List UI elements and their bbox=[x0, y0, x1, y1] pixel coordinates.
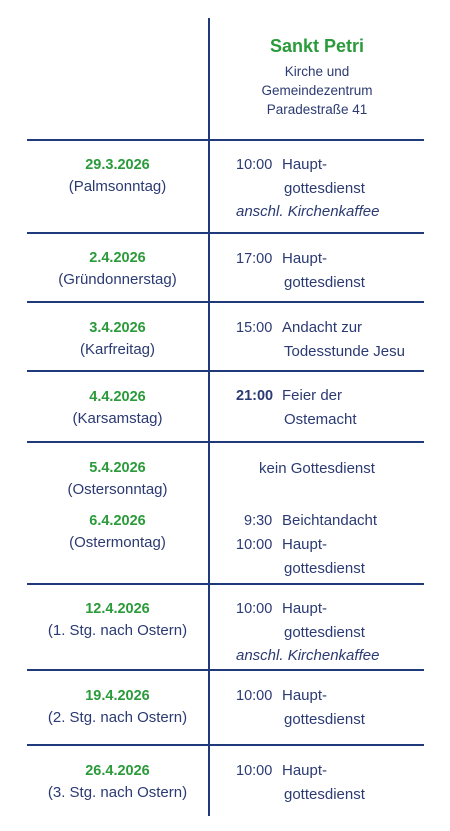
service-date: 2.4.2026 bbox=[89, 250, 146, 266]
service-cell: 17:00 Haupt- gottesdienst bbox=[236, 247, 426, 294]
date-cell: 29.3.2026 (Palmsonntag) bbox=[27, 155, 208, 197]
service-title: Haupt- bbox=[282, 762, 328, 779]
service-date: 26.4.2026 bbox=[85, 763, 150, 779]
service-title-cont: gottesdienst bbox=[284, 274, 365, 291]
service-time: 9:30 bbox=[244, 513, 273, 529]
service-time: 10:00 bbox=[236, 601, 273, 617]
service-title-cont: Todesstunde Jesu bbox=[284, 343, 405, 360]
row-divider bbox=[27, 583, 424, 585]
service-time: 15:00 bbox=[236, 320, 273, 336]
service-title: Haupt- bbox=[282, 600, 328, 617]
row-divider bbox=[27, 669, 424, 671]
service-day: (Ostermontag) bbox=[69, 534, 166, 551]
service-day: (Ostersonntag) bbox=[67, 481, 168, 498]
service-cell: 21:00 Feier der Ostemacht bbox=[236, 384, 426, 431]
service-date: 6.4.2026 bbox=[89, 513, 146, 529]
church-address: Paradestraße 41 bbox=[266, 102, 368, 117]
service-title: Haupt- bbox=[282, 156, 328, 173]
row-divider bbox=[27, 301, 424, 303]
service-title: Haupt- bbox=[282, 250, 328, 267]
service-day: (Karfreitag) bbox=[79, 341, 156, 358]
service-time: 10:00 bbox=[236, 157, 273, 173]
service-title-cont: gottesdienst bbox=[284, 180, 365, 197]
service-cell: 10:00 Haupt- gottesdienst anschl. Kirchen… bbox=[236, 153, 426, 223]
service-title: Feier der bbox=[282, 387, 343, 404]
date-cell: 3.4.2026 (Karfreitag) bbox=[27, 318, 208, 360]
row-divider bbox=[27, 370, 424, 372]
service-cell: 10:00 Haupt- gottesdienst bbox=[236, 759, 426, 806]
service-title: Haupt- bbox=[282, 687, 328, 704]
service-cell: 10:00 Haupt- gottesdienst anschl. Kirchen… bbox=[236, 597, 426, 667]
row-divider bbox=[27, 139, 424, 141]
service-title: Beichtandacht bbox=[282, 512, 378, 529]
service-title: Andacht zur bbox=[282, 319, 363, 336]
date-cell: 5.4.2026 (Ostersonntag) bbox=[27, 458, 208, 500]
service-time: 17:00 bbox=[236, 251, 273, 267]
service-time: 10:00 bbox=[236, 763, 273, 779]
row-divider bbox=[27, 441, 424, 443]
service-day: (Gründonnerstag) bbox=[58, 271, 177, 288]
service-date: 5.4.2026 bbox=[89, 460, 146, 476]
service-title: kein Gottesdienst bbox=[259, 460, 375, 477]
service-title: Haupt- bbox=[282, 536, 328, 553]
service-title-cont: gottesdienst bbox=[284, 560, 365, 577]
row-divider bbox=[27, 744, 424, 746]
service-cell: 10:00 Haupt- gottesdienst bbox=[236, 684, 426, 731]
service-time: 10:00 bbox=[236, 537, 273, 553]
date-cell: 26.4.2026 (3. Stg. nach Ostern) bbox=[27, 761, 208, 803]
date-cell: 2.4.2026 (Gründonnerstag) bbox=[27, 248, 208, 290]
church-name: Sankt Petri bbox=[269, 36, 365, 56]
service-cell: kein Gottesdienst bbox=[210, 457, 424, 480]
date-cell: 19.4.2026 (2. Stg. nach Ostern) bbox=[27, 686, 208, 728]
service-note: anschl. Kirchenkaffee bbox=[236, 203, 380, 220]
service-day: (3. Stg. nach Ostern) bbox=[47, 784, 188, 801]
church-header: Sankt Petri Kirche und Gemeindezentrum P… bbox=[210, 34, 424, 119]
service-cell: 15:00 Andacht zur Todesstunde Jesu bbox=[236, 316, 426, 363]
date-cell: 4.4.2026 (Karsamstag) bbox=[27, 387, 208, 429]
service-title-cont: Ostemacht bbox=[284, 411, 357, 428]
church-subtitle-2: Gemeindezentrum bbox=[261, 83, 373, 98]
row-divider bbox=[27, 232, 424, 234]
service-note: anschl. Kirchenkaffee bbox=[236, 647, 380, 664]
service-time: 10:00 bbox=[236, 688, 273, 704]
service-day: (Palmsonntag) bbox=[68, 178, 167, 195]
service-date: 19.4.2026 bbox=[85, 688, 150, 704]
column-divider bbox=[208, 18, 210, 816]
service-day: (1. Stg. nach Ostern) bbox=[47, 622, 188, 639]
service-date: 3.4.2026 bbox=[89, 320, 146, 336]
service-time: 21:00 bbox=[236, 388, 274, 404]
date-cell: 6.4.2026 (Ostermontag) bbox=[27, 511, 208, 553]
service-cell: 9:30 Beichtandacht 10:00 Haupt- gottesdien… bbox=[236, 509, 426, 580]
church-subtitle-1: Kirche und bbox=[284, 64, 350, 79]
service-date: 12.4.2026 bbox=[85, 601, 150, 617]
service-day: (Karsamstag) bbox=[72, 410, 163, 427]
date-cell: 12.4.2026 (1. Stg. nach Ostern) bbox=[27, 599, 208, 641]
service-title-cont: gottesdienst bbox=[284, 624, 365, 641]
service-day: (2. Stg. nach Ostern) bbox=[47, 709, 188, 726]
service-date: 29.3.2026 bbox=[85, 157, 150, 173]
service-title-cont: gottesdienst bbox=[284, 786, 365, 803]
service-title-cont: gottesdienst bbox=[284, 711, 365, 728]
service-date: 4.4.2026 bbox=[89, 389, 146, 405]
